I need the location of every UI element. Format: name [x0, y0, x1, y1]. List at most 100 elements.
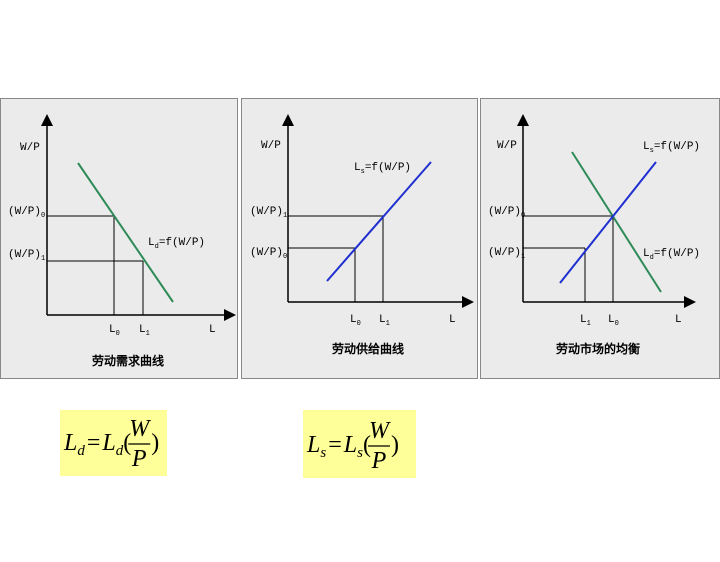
subscript: d — [77, 443, 85, 459]
label: (W/P)0 — [8, 206, 45, 220]
label-sub: d — [650, 254, 654, 262]
label: L0 — [608, 314, 619, 328]
formula-text: Ls=Ls( — [306, 432, 371, 461]
label: (W/P)0 — [250, 247, 287, 261]
label-sub: 0 — [41, 212, 45, 220]
label-sub: s — [361, 168, 365, 176]
label-base: L — [139, 324, 146, 336]
label: Ls=f(W/P) — [643, 141, 700, 155]
label: (W/P)1 — [8, 249, 45, 263]
label-sub: 1 — [587, 320, 591, 328]
label-base: W/P — [261, 140, 281, 152]
label-base: (W/P) — [250, 247, 283, 259]
label-base: L — [643, 141, 650, 153]
symbol: L — [306, 432, 320, 458]
panel-frame — [0, 98, 238, 379]
denominator: P — [371, 448, 387, 474]
equals: = — [328, 432, 342, 458]
label-sub: 0 — [521, 212, 525, 220]
panels — [0, 98, 720, 379]
label-base: (W/P) — [488, 247, 521, 259]
label-sub: 0 — [615, 320, 619, 328]
paren: ( — [363, 432, 371, 458]
label-sub: 1 — [521, 253, 525, 261]
numerator: W — [369, 418, 391, 444]
label: L — [675, 314, 682, 326]
label-base: L — [354, 162, 361, 174]
label: L — [449, 314, 456, 326]
label-sub: 1 — [283, 212, 287, 220]
label: (W/P)1 — [250, 206, 287, 220]
label-base: (W/P) — [488, 206, 521, 218]
subscript: d — [116, 443, 124, 459]
supply-curve — [559, 161, 657, 284]
paren: ( — [123, 430, 131, 456]
label: W/P — [261, 140, 281, 152]
label-sub: 0 — [283, 253, 287, 261]
caption: 劳动供给曲线 — [332, 341, 404, 356]
label: (W/P)0 — [488, 206, 525, 220]
caption: 劳动需求曲线 — [92, 353, 164, 368]
labels: W/P (W/P)0 (W/P)1 L0 L1 L Ld=f(W/P) 劳动需求… — [8, 140, 700, 368]
label: L1 — [379, 314, 390, 328]
label: Ld=f(W/P) — [148, 237, 205, 251]
caption: 劳动市场的均衡 — [556, 341, 640, 356]
label-base: (W/P) — [250, 206, 283, 218]
paren: ) — [391, 432, 399, 458]
label-rest: =f(W/P) — [365, 162, 411, 174]
symbol: L — [101, 430, 115, 456]
label: W/P — [497, 140, 517, 152]
formula: Ld=Ld(WP) — [63, 416, 159, 472]
label: W/P — [20, 142, 40, 154]
subscript: s — [320, 445, 326, 461]
panel-frame — [480, 98, 720, 379]
label-base: W/P — [497, 140, 517, 152]
formula-box — [60, 410, 167, 476]
label-sub: 1 — [146, 330, 150, 338]
label-sub: 1 — [386, 320, 390, 328]
subscript: s — [357, 445, 363, 461]
equals: = — [87, 430, 101, 456]
paren: ) — [151, 430, 159, 456]
label-sub: d — [155, 243, 159, 251]
label-base: L — [209, 324, 216, 336]
label-rest: =f(W/P) — [654, 141, 700, 153]
label: Ld=f(W/P) — [643, 248, 700, 262]
label-base: L — [675, 314, 682, 326]
label: L0 — [350, 314, 361, 328]
label-rest: =f(W/P) — [159, 237, 205, 249]
label-base: L — [379, 314, 386, 326]
label-base: L — [449, 314, 456, 326]
label-base: L — [350, 314, 357, 326]
demand-curve — [571, 151, 662, 293]
label: (W/P)1 — [488, 247, 525, 261]
denominator: P — [131, 446, 147, 472]
label-base: L — [580, 314, 587, 326]
formula: Ls=Ls(WP) — [306, 418, 399, 474]
label-sub: 0 — [357, 320, 361, 328]
label-rest: =f(W/P) — [654, 248, 700, 260]
label-base: (W/P) — [8, 249, 41, 261]
formula-box — [303, 410, 416, 478]
label-base: (W/P) — [8, 206, 41, 218]
label: L1 — [139, 324, 150, 338]
panel-frame — [241, 98, 478, 379]
label-base: W/P — [20, 142, 40, 154]
numerator: W — [129, 416, 151, 442]
formula-text: Ld=Ld( — [63, 430, 131, 459]
supply-curve — [326, 161, 432, 282]
label-base: L — [643, 248, 650, 260]
label: L1 — [580, 314, 591, 328]
label-sub: 1 — [41, 255, 45, 263]
label-sub: s — [650, 147, 654, 155]
label-base: L — [148, 237, 155, 249]
label-sub: 0 — [116, 330, 120, 338]
label-base: L — [109, 324, 116, 336]
symbol: L — [343, 432, 357, 458]
label: L — [209, 324, 216, 336]
label-base: L — [608, 314, 615, 326]
demand-curve — [77, 162, 174, 303]
label: Ls=f(W/P) — [354, 162, 411, 176]
symbol: L — [63, 430, 77, 456]
